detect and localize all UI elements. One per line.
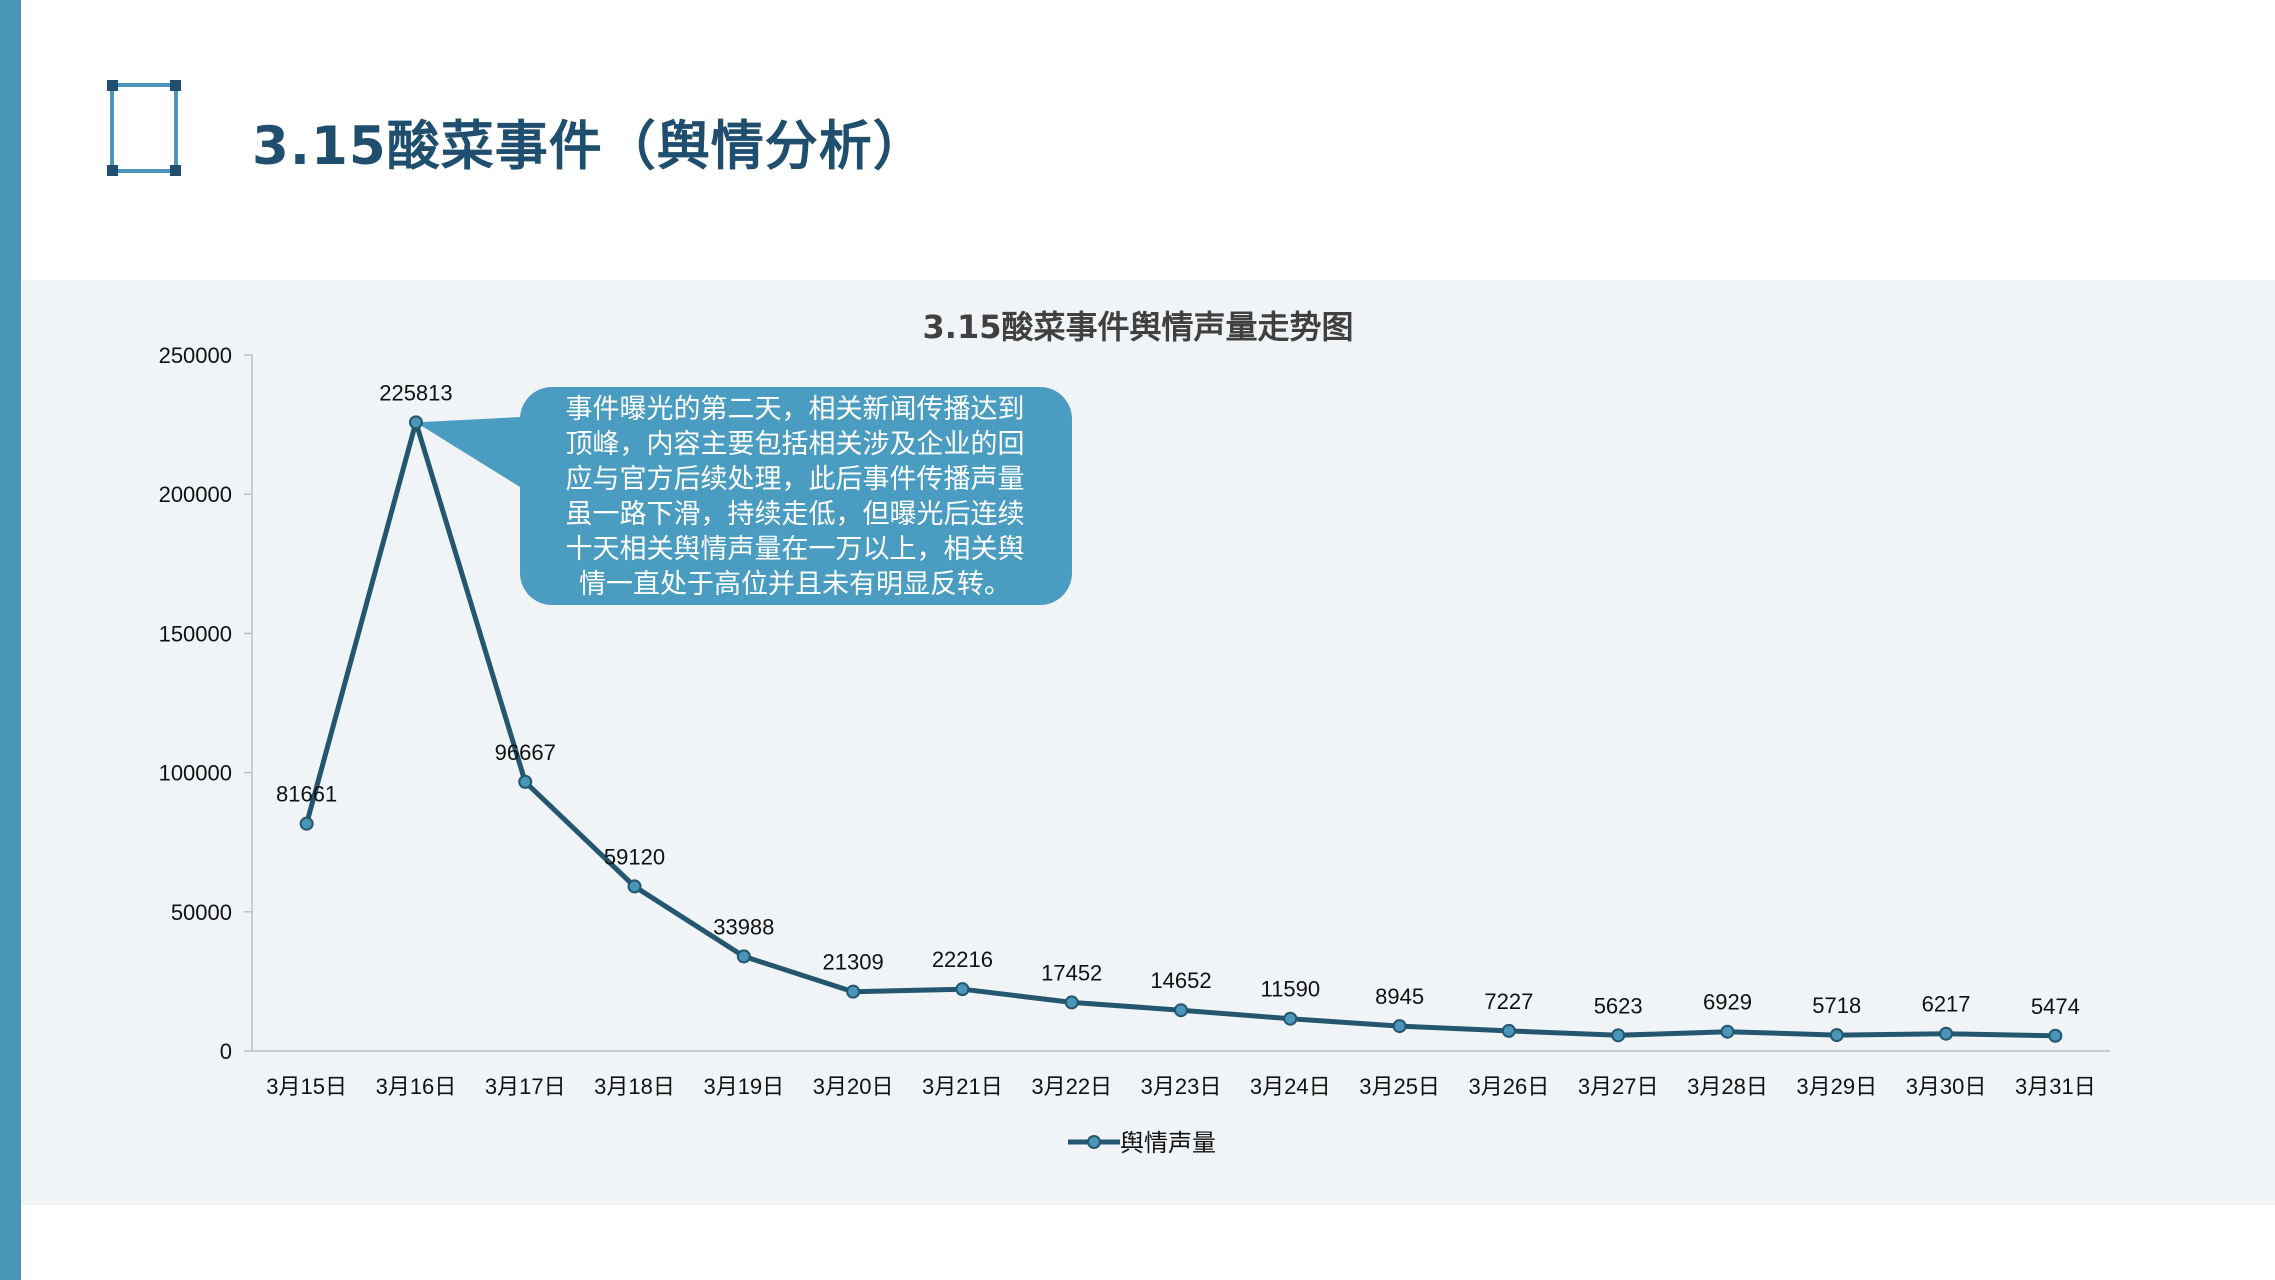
- x-tick-label: 3月26日: [1469, 1074, 1550, 1099]
- data-point: [408, 415, 423, 430]
- chart-axes: [251, 355, 2110, 1052]
- x-tick-label: 3月29日: [1796, 1074, 1877, 1099]
- data-label: 59120: [604, 844, 665, 869]
- annotation-line: 应与官方后续处理，此后事件传播声量: [565, 464, 1025, 495]
- x-tick-label: 3月24日: [1250, 1074, 1331, 1099]
- x-tick-label: 3月16日: [376, 1074, 457, 1099]
- data-point: [846, 984, 861, 999]
- y-tick-label: 50000: [171, 900, 232, 925]
- x-tick-label: 3月27日: [1578, 1074, 1659, 1099]
- y-tick-label: 200000: [159, 482, 232, 507]
- annotation-line: 顶峰，内容主要包括相关涉及企业的回: [565, 429, 1025, 460]
- x-tick-label: 3月30日: [1906, 1074, 1987, 1099]
- data-label: 21309: [823, 950, 884, 975]
- x-tick-label: 3月28日: [1687, 1074, 1768, 1099]
- series-markers: [299, 415, 2063, 1043]
- callout-bubble: [520, 387, 1072, 605]
- y-tick-label: 150000: [159, 621, 232, 646]
- data-point: [1064, 995, 1079, 1010]
- data-point: [1720, 1024, 1735, 1039]
- chart-legend: 舆情声量: [1068, 1129, 1216, 1157]
- data-label: 7227: [1484, 989, 1533, 1014]
- left-accent-stripe: [0, 0, 21, 1280]
- x-tick-label: 3月31日: [2015, 1074, 2096, 1099]
- annotation-line: 十天相关舆情声量在一万以上，相关舆: [565, 534, 1025, 565]
- annotation-callout: [415, 387, 1072, 605]
- annotation-line: 虽一路下滑，持续走低，但曝光后连续: [565, 499, 1025, 530]
- data-point: [1829, 1028, 1844, 1043]
- data-label: 6929: [1703, 990, 1752, 1015]
- y-tick-label: 0: [220, 1039, 232, 1064]
- annotation-line: 事件曝光的第二天，相关新闻传播达到: [565, 394, 1025, 425]
- legend-marker-swatch: [1087, 1135, 1101, 1149]
- data-point: [1392, 1019, 1407, 1034]
- x-tick-label: 3月17日: [485, 1074, 566, 1099]
- x-axis-ticks: 3月15日 3月16日 3月17日 3月18日 3月19日 3月20日 3月21日 3月22日…: [266, 1074, 2095, 1099]
- data-point: [1283, 1011, 1298, 1026]
- x-tick-label: 3月18日: [594, 1074, 675, 1099]
- legend-label: 舆情声量: [1120, 1129, 1216, 1157]
- data-label: 8945: [1375, 984, 1424, 1009]
- x-tick-label: 3月20日: [813, 1074, 894, 1099]
- page-title: 3.15酸菜事件（舆情分析）: [252, 116, 927, 177]
- chart-title: 3.15酸菜事件舆情声量走势图: [923, 308, 1354, 346]
- x-tick-label: 3月15日: [266, 1074, 347, 1099]
- data-label: 5623: [1594, 993, 1643, 1018]
- data-point: [518, 774, 533, 789]
- data-labels: 81661 225813 96667 59120 33988 21309 22216 1745…: [276, 380, 2080, 1018]
- data-label: 22216: [932, 947, 993, 972]
- data-label: 81661: [276, 782, 337, 807]
- data-label: 11590: [1261, 977, 1321, 1002]
- data-point: [736, 949, 751, 964]
- bracket-frame-icon: [107, 80, 181, 176]
- data-point: [2048, 1028, 2063, 1043]
- data-label: 5474: [2031, 994, 2080, 1019]
- x-tick-label: 3月21日: [922, 1074, 1003, 1099]
- data-label: 225813: [379, 380, 452, 405]
- data-label: 5718: [1812, 993, 1861, 1018]
- data-point: [627, 879, 642, 894]
- annotation-line: 情一直处于高位并且未有明显反转。: [579, 569, 1011, 600]
- data-point: [955, 982, 970, 997]
- data-label: 96667: [495, 740, 556, 765]
- data-label: 17452: [1041, 960, 1102, 985]
- data-point: [1611, 1028, 1626, 1043]
- x-tick-label: 3月25日: [1359, 1074, 1440, 1099]
- x-tick-label: 3月22日: [1031, 1074, 1112, 1099]
- y-tick-label: 100000: [159, 761, 232, 786]
- data-label: 6217: [1922, 992, 1971, 1017]
- data-label: 14652: [1150, 968, 1211, 993]
- data-point: [1501, 1023, 1516, 1038]
- y-tick-label: 250000: [159, 343, 232, 368]
- y-axis-ticks: 0 50000 100000 150000 200000 250000: [159, 343, 252, 1064]
- annotation-text: 事件曝光的第二天，相关新闻传播达到 顶峰，内容主要包括相关涉及企业的回 应与官方后续…: [535, 392, 1055, 602]
- data-point: [1174, 1003, 1188, 1018]
- x-tick-label: 3月23日: [1141, 1074, 1222, 1099]
- data-point: [1939, 1026, 1954, 1041]
- x-tick-label: 3月19日: [703, 1074, 784, 1099]
- callout-pointer: [415, 417, 520, 487]
- data-point: [299, 816, 314, 831]
- data-label: 33988: [713, 914, 774, 939]
